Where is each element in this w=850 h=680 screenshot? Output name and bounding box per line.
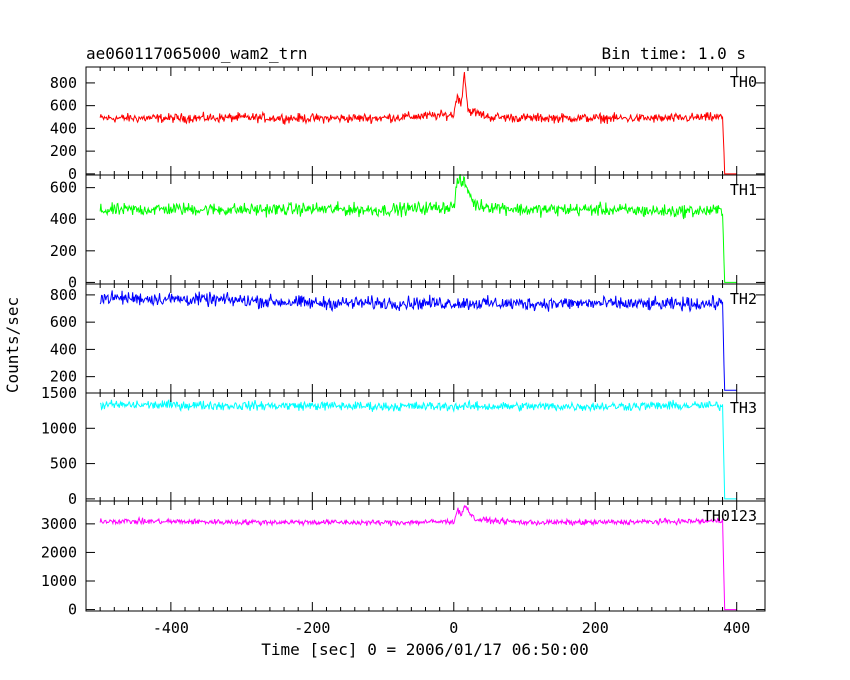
bin-time-label: Bin time: 1.0 s — [602, 44, 747, 63]
panel-frame — [85, 500, 766, 612]
y-tick-label: 3000 — [41, 515, 77, 533]
y-tick-label: 800 — [50, 74, 77, 92]
panel-frame — [85, 66, 766, 176]
x-tick-label: 200 — [582, 619, 609, 637]
x-axis: -400 -200 0 200 400 — [153, 619, 750, 637]
x-tick-label: -400 — [153, 619, 189, 637]
panels-group: 0 200 400 600 800 TH0 0 200 400 600 TH1 200 400 600 80… — [41, 66, 766, 637]
chart-title: ae060117065000_wam2_trn — [86, 44, 308, 63]
panel-th0: 0 200 400 600 800 TH0 — [50, 66, 766, 183]
series-line-th1 — [99, 174, 737, 283]
panel-frame — [85, 174, 766, 285]
y-tick-label: 200 — [50, 142, 77, 160]
y-tick-label: 1000 — [41, 572, 77, 590]
y-tick-label: 400 — [50, 210, 77, 228]
y-axis-label: Counts/sec — [3, 297, 22, 393]
y-tick-label: 1000 — [41, 419, 77, 437]
panel-th0123: 0 1000 2000 3000 TH0123 — [41, 500, 766, 619]
y-tick-label: 600 — [50, 313, 77, 331]
x-tick-label: 0 — [449, 619, 458, 637]
y-tick-label: 2000 — [41, 543, 77, 561]
series-line-th2 — [99, 290, 737, 391]
y-tick-label: 0 — [68, 490, 77, 508]
series-line-th0123 — [99, 504, 737, 611]
y-tick-label: 500 — [50, 455, 77, 473]
channel-label: TH1 — [730, 181, 757, 199]
y-tick-label: 0 — [68, 273, 77, 291]
x-tick-label: 400 — [723, 619, 750, 637]
y-tick-label: 400 — [50, 119, 77, 137]
panel-th2: 200 400 600 800 TH2 — [50, 283, 766, 394]
channel-label: TH2 — [730, 290, 757, 308]
y-tick-label: 1500 — [41, 384, 77, 402]
channel-label: TH3 — [730, 399, 757, 417]
channel-label: TH0 — [730, 73, 757, 91]
y-tick-label: 0 — [68, 165, 77, 183]
panel-th3: 0 500 1000 1500 TH3 — [41, 384, 766, 508]
y-tick-label: 200 — [50, 368, 77, 386]
series-line-th0 — [99, 72, 737, 175]
y-tick-label: 600 — [50, 179, 77, 197]
x-tick-label: -200 — [294, 619, 330, 637]
y-tick-label: 200 — [50, 242, 77, 260]
y-tick-label: 400 — [50, 340, 77, 358]
y-tick-label: 600 — [50, 97, 77, 115]
y-tick-label: 800 — [50, 286, 77, 304]
y-tick-label: 0 — [68, 601, 77, 619]
x-axis-label: Time [sec] 0 = 2006/01/17 06:50:00 — [261, 640, 589, 659]
panel-th1: 0 200 400 600 TH1 — [50, 174, 766, 291]
series-line-th3 — [99, 399, 737, 500]
channel-label: TH0123 — [703, 507, 757, 525]
